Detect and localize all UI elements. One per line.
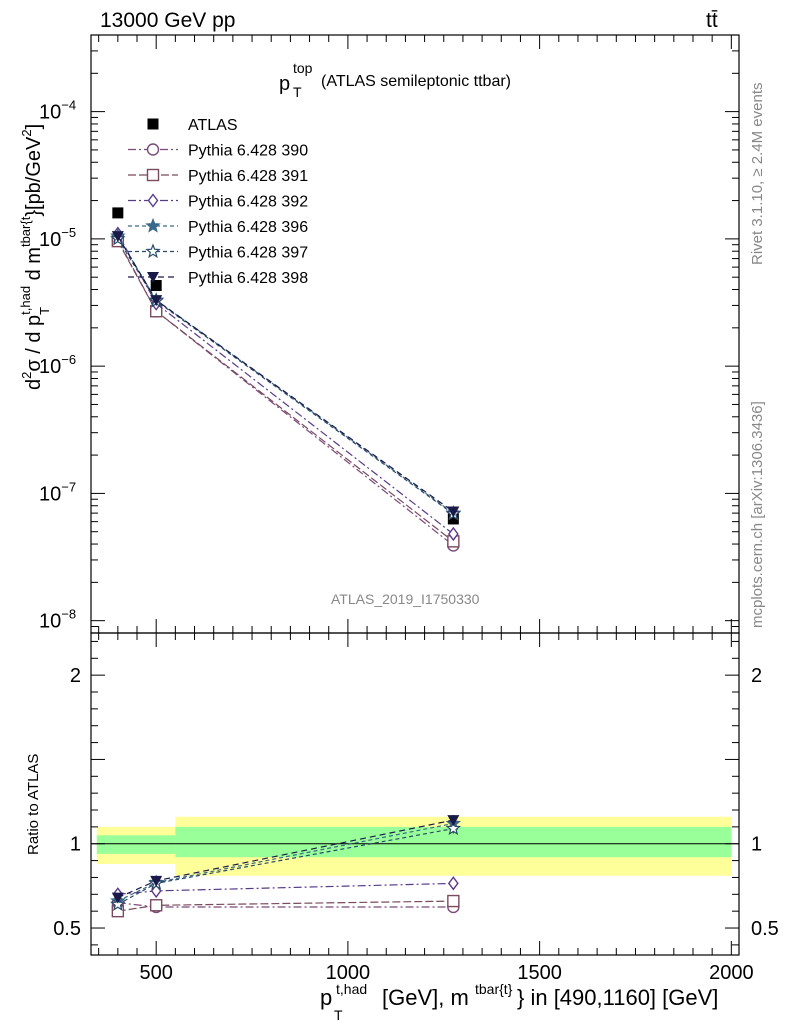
legend-item: Pythia 6.428 396	[128, 217, 308, 236]
main-y-axis-label-text: d2σ / d pTt,had d mtbar{t}[pb/GeV2]	[18, 124, 52, 390]
x-label-sup2: tbar{t}	[475, 981, 513, 997]
ratio-y-tick-label: 2	[70, 665, 81, 687]
ratio-point	[110, 896, 126, 912]
ratio-point	[150, 875, 163, 887]
data-point	[447, 513, 459, 525]
data-point	[112, 207, 124, 219]
ratio-panel-frame	[90, 632, 740, 956]
title-rest: (ATLAS semileptonic ttbar)	[321, 73, 511, 90]
energy-label: 13000 GeV pp	[100, 9, 235, 32]
x-tick-label: 500	[139, 962, 172, 984]
x-axis-label: p T t,had [GeV], m tbar{t} } in [490,116…	[320, 981, 718, 1023]
x-label-sub: T	[334, 1007, 343, 1023]
green-band	[137, 835, 176, 854]
series-atlas	[112, 207, 459, 525]
main-y-tick-label: 10−7	[39, 479, 76, 505]
ratio-point	[447, 815, 460, 827]
uncertainty-bands	[96, 816, 732, 876]
data-point	[111, 231, 124, 243]
ratio-y-axis-label: Ratio to ATLAS	[25, 754, 42, 855]
ratio-series-pythia-391	[111, 894, 460, 918]
process-label: tt̄	[706, 9, 718, 32]
ratio-point	[447, 876, 459, 891]
rivet-version-label: Rivet 3.1.10, ≥ 2.4M events	[749, 83, 766, 266]
ratio-point	[149, 899, 163, 912]
main-y-tick-label: 10−6	[39, 352, 76, 378]
main-y-tick-label: 10−5	[39, 225, 76, 251]
x-tick-label: 1500	[517, 962, 562, 984]
legend-marker	[147, 193, 159, 208]
legend-item: Pythia 6.428 398	[128, 270, 308, 287]
ratio-y-tick-label-right: 2	[751, 665, 762, 687]
x-tick-label: 2000	[709, 962, 754, 984]
legend: ATLAS Pythia 6.428 390 Pythia 6.428 391 Pyt…	[128, 117, 308, 287]
main-y-axis-label: d2σ / d pTt,had d mtbar{t}[pb/GeV2]	[18, 124, 52, 390]
ratio-line	[117, 900, 454, 912]
title-p: p	[279, 73, 290, 95]
ratio-panel: 0.5 0.5 1 1 2 2 500 1000 1500 2000 Ratio to ATLAS…	[25, 632, 779, 1023]
ratio-point	[445, 820, 462, 836]
legend-marker	[145, 217, 161, 233]
legend-marker	[147, 118, 159, 130]
main-panel: 10−8 10−7 10−6 10−5 10−4 p top T (ATLAS semi…	[18, 34, 740, 634]
series-pythia-398	[111, 231, 460, 518]
legend-label: Pythia 6.428 396	[188, 219, 308, 236]
data-point	[150, 295, 163, 307]
legend-label: Pythia 6.428 398	[188, 270, 308, 287]
x-label-end: } in [490,1160] [GeV]	[517, 985, 718, 1010]
source-label: mcplots.cern.ch [arXiv:1306.3436]	[749, 401, 766, 628]
x-label-p: p	[320, 985, 332, 1010]
data-point	[447, 506, 460, 518]
title-sub: T	[293, 84, 302, 100]
legend-item: Pythia 6.428 390	[128, 143, 308, 160]
legend-item: Pythia 6.428 392	[128, 193, 308, 211]
main-y-tick-label: 10−8	[39, 607, 76, 633]
x-label-sup: t,had	[336, 981, 367, 997]
ratio-series	[110, 815, 462, 918]
ratio-y-tick-label-right: 1	[751, 834, 762, 856]
main-y-tick-label: 10−4	[39, 98, 76, 124]
legend-marker	[145, 243, 161, 259]
x-tick-label: 1000	[326, 962, 371, 984]
x-label-mid: [GeV], m	[382, 985, 469, 1010]
title-sup: top	[293, 60, 313, 76]
ratio-y-tick-label: 1	[70, 834, 81, 856]
legend-item: Pythia 6.428 397	[128, 243, 308, 262]
legend-label: Pythia 6.428 392	[188, 194, 308, 211]
data-point	[150, 280, 162, 292]
legend-label: ATLAS	[188, 117, 238, 134]
ratio-point	[111, 892, 124, 904]
ratio-point	[447, 894, 460, 908]
ratio-line	[117, 882, 454, 895]
analysis-label: ATLAS_2019_I1750330	[331, 591, 480, 607]
legend-marker	[146, 143, 160, 156]
legend-marker	[146, 168, 160, 182]
ratio-y-tick-label: 0.5	[53, 918, 81, 940]
ratio-panel-ticks: 0.5 0.5 1 1 2 2 500 1000 1500 2000	[53, 633, 779, 984]
plot-title: p top T (ATLAS semileptonic ttbar)	[279, 60, 511, 100]
ratio-y-tick-label-right: 0.5	[751, 918, 779, 940]
green-band	[96, 835, 138, 854]
legend-label: Pythia 6.428 391	[188, 168, 308, 185]
main-panel-ticks: 10−8 10−7 10−6 10−5 10−4	[39, 34, 739, 634]
legend-label: Pythia 6.428 390	[188, 143, 308, 160]
legend-item: ATLAS	[147, 117, 238, 134]
legend-label: Pythia 6.428 397	[188, 245, 308, 262]
legend-item: Pythia 6.428 391	[128, 168, 308, 185]
data-point	[447, 526, 459, 542]
legend-marker	[147, 272, 159, 283]
ratio-series-pythia-398	[111, 815, 460, 904]
main-panel-series	[110, 207, 462, 552]
